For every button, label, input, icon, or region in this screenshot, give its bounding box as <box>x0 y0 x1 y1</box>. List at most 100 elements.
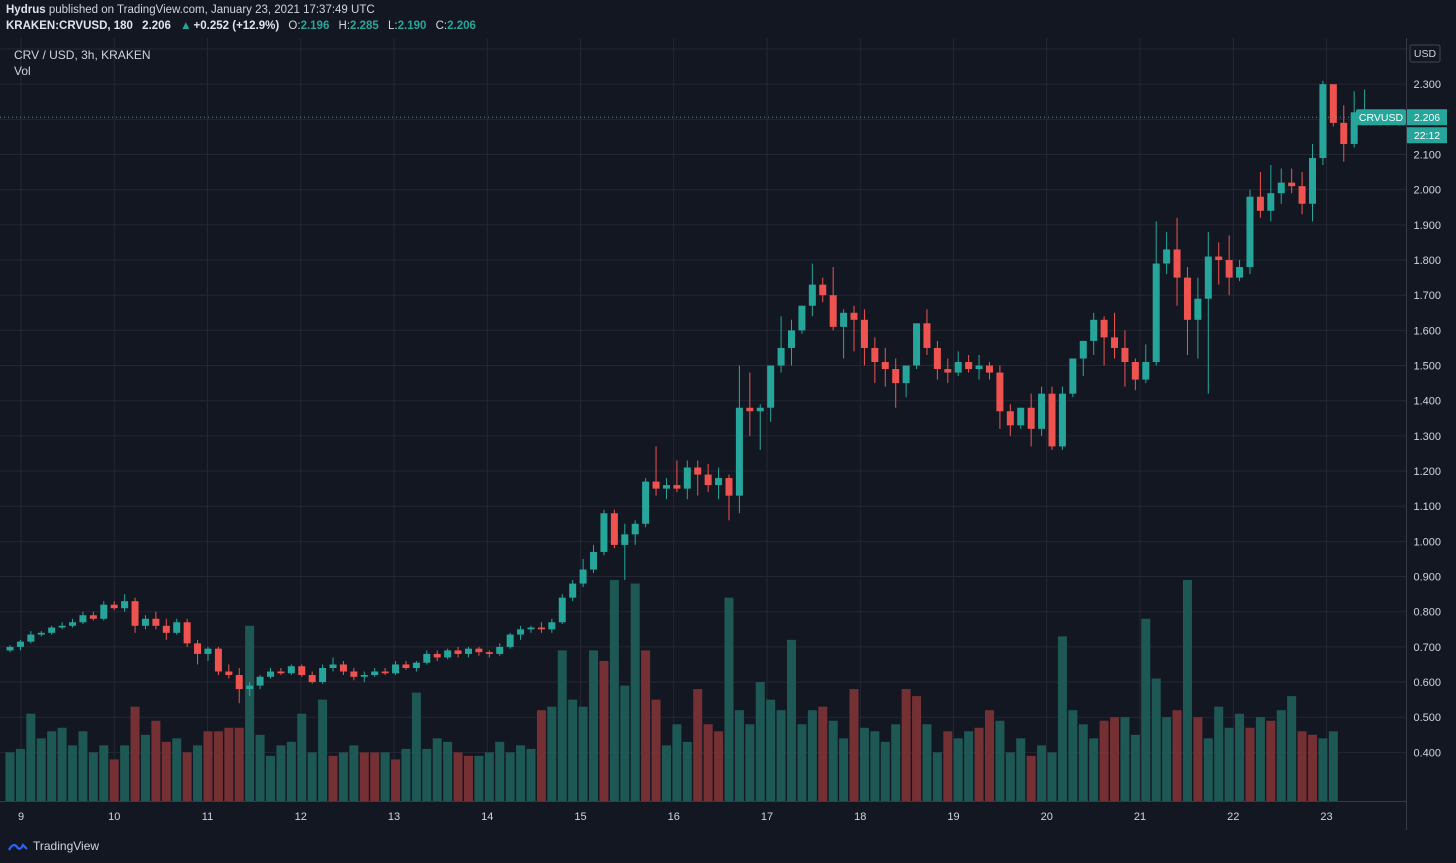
candle <box>350 667 358 681</box>
candle <box>1183 267 1191 355</box>
candle-body <box>558 597 566 623</box>
candle <box>1319 80 1327 166</box>
price-tick-label: 2.300 <box>1413 79 1441 91</box>
price-tick-label: 1.800 <box>1413 255 1441 267</box>
volume-bar <box>276 745 286 801</box>
triangle-up-icon: ▲ <box>180 20 192 32</box>
price-tick-label: 0.400 <box>1413 747 1441 759</box>
candle <box>1121 330 1129 387</box>
candle-body <box>1163 249 1171 264</box>
candle-body <box>725 478 733 496</box>
candle-body <box>183 622 191 644</box>
volume-bar <box>172 738 182 801</box>
candle-body <box>69 622 77 626</box>
time-tick-label: 14 <box>481 811 493 823</box>
volume-bar <box>1089 738 1099 801</box>
open-label: O: <box>288 20 301 32</box>
volume-bar <box>734 710 744 801</box>
candle-body <box>767 365 775 408</box>
author-name[interactable]: Hydrus <box>6 4 46 16</box>
candle <box>89 611 97 621</box>
price-tick-label: 2.100 <box>1413 150 1441 162</box>
candle <box>590 544 598 574</box>
candle <box>746 372 754 436</box>
volume-bar <box>370 752 380 801</box>
candle-body <box>600 513 608 552</box>
tradingview-brand[interactable]: TradingView <box>8 839 99 853</box>
candle <box>1069 358 1077 398</box>
time-tick-label: 13 <box>388 811 400 823</box>
volume-bar <box>1224 727 1234 801</box>
candle-body <box>381 671 389 674</box>
candle-body <box>506 634 514 647</box>
candle <box>152 611 160 630</box>
candle-body <box>996 372 1004 412</box>
volume-bar <box>318 699 328 801</box>
candle <box>777 316 785 373</box>
candle <box>840 309 848 359</box>
volume-bar <box>443 741 453 801</box>
volume-bar <box>953 738 963 801</box>
volume-bar <box>432 738 442 801</box>
candle <box>1225 235 1233 296</box>
candle-body <box>1298 186 1306 204</box>
candle-body <box>985 365 993 373</box>
volume-bar <box>1130 734 1140 801</box>
candle <box>194 639 202 665</box>
volume-bar <box>422 748 432 801</box>
volume-bar <box>328 755 338 801</box>
price-tick-label: 0.600 <box>1413 677 1441 689</box>
candle <box>985 362 993 380</box>
candle-body <box>569 583 577 598</box>
candle-body <box>371 671 379 676</box>
candle-body <box>423 653 431 663</box>
candle <box>1100 316 1108 366</box>
volume-bar <box>68 745 78 801</box>
candle-body <box>454 650 462 654</box>
candle-body <box>788 330 795 348</box>
candle-body <box>433 653 441 658</box>
candle <box>173 618 181 635</box>
currency-badge[interactable]: USD <box>1409 44 1441 63</box>
volume-bar <box>891 724 901 801</box>
candle <box>464 646 472 658</box>
volume-bar <box>474 755 484 801</box>
candle <box>402 660 410 670</box>
candle-body <box>860 319 868 348</box>
candle <box>1256 172 1264 218</box>
volume-bar <box>15 748 25 801</box>
candle-body <box>694 467 702 475</box>
volume-bar <box>130 706 140 801</box>
candle <box>642 478 650 528</box>
candle <box>319 664 327 684</box>
candle-body <box>1027 407 1035 429</box>
volume-bar <box>1328 731 1338 801</box>
time-axis[interactable]: 9 10 11 12 13 14 15 16 17 18 19 20 21 22 23 <box>18 811 1333 823</box>
candle-body <box>1204 256 1212 299</box>
candle <box>1048 386 1056 450</box>
time-tick-label: 9 <box>18 811 24 823</box>
volume-bar <box>57 727 67 801</box>
candle-body <box>537 627 545 630</box>
candle <box>141 615 149 630</box>
candle <box>1298 172 1306 215</box>
price-axis[interactable]: 0.400 0.500 0.600 0.700 0.800 0.900 1.000 1.100… <box>1413 44 1441 759</box>
candle <box>767 365 775 422</box>
candle-body <box>475 648 483 653</box>
candle <box>496 643 504 656</box>
candle <box>79 611 87 625</box>
grid-lines <box>0 38 1406 801</box>
price-tag-symbol-box <box>1356 109 1406 126</box>
symbol-interval[interactable]: KRAKEN:CRVUSD, 180 <box>6 20 133 32</box>
volume-bar <box>234 727 244 801</box>
candle-body <box>89 615 97 619</box>
candle-body <box>871 347 879 363</box>
candle-body <box>1079 340 1087 359</box>
candle-body <box>642 481 650 524</box>
candle-body <box>756 407 764 412</box>
candle <box>965 354 973 373</box>
volume-bar <box>995 720 1005 801</box>
candlestick-chart[interactable]: 0.400 0.500 0.600 0.700 0.800 0.900 1.000 1.100… <box>0 38 1456 830</box>
volume-bar <box>47 731 57 801</box>
candle-body <box>110 604 118 609</box>
